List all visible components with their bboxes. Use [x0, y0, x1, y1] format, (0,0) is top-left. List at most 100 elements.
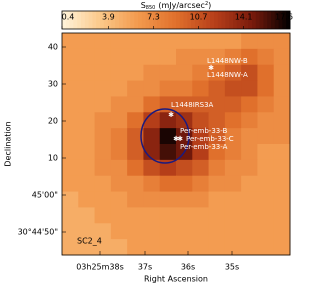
pixel: [224, 159, 242, 177]
pixel: [127, 175, 144, 193]
colorbar-band: [206, 11, 211, 29]
image: [62, 33, 291, 256]
colorbar-band: [130, 11, 135, 29]
pixel: [110, 112, 128, 129]
pixel: [110, 144, 128, 161]
pixel: [273, 64, 291, 82]
pixel: [78, 239, 96, 256]
pixel: [176, 64, 193, 82]
pixel: [241, 144, 258, 161]
pixel: [208, 223, 226, 240]
pixel: [257, 191, 275, 208]
pixel: [257, 175, 275, 193]
colorbar-tick-label: 14.1: [235, 13, 253, 22]
pixel: [143, 159, 161, 177]
pixel: [110, 80, 128, 97]
colorbar-band: [191, 11, 196, 29]
pixel: [224, 112, 242, 129]
colorbar-band: [244, 11, 249, 29]
pixel: [208, 48, 226, 66]
pixel: [78, 191, 96, 208]
colorbar-band: [164, 11, 169, 29]
pixel: [176, 207, 193, 224]
pixel: [127, 223, 144, 240]
y-tick-label: 40: [48, 43, 58, 52]
label-sup: 2: [205, 1, 208, 7]
colorbar-band: [92, 11, 97, 29]
x-tick-label: 36s: [181, 263, 195, 272]
pixel: [176, 48, 193, 66]
pixel: [78, 175, 96, 193]
annotation: Per-emb-33-B: [180, 127, 228, 135]
pixel: [62, 207, 79, 224]
pixel: [257, 239, 275, 256]
colorbar-band: [214, 11, 219, 29]
pixel: [192, 64, 210, 82]
annotation: L1448NW-B: [207, 57, 248, 65]
colorbar-band: [278, 11, 283, 29]
pixel: [110, 128, 128, 145]
pixel: [62, 80, 79, 97]
pixel: [159, 159, 177, 177]
pixel: [257, 48, 275, 66]
colorbar: 0.4 3.9 7.3 10.7 14.1 17.6: [61, 10, 293, 30]
pixel: [241, 80, 258, 97]
pixel: [94, 64, 112, 82]
pixel: [273, 207, 291, 224]
pixel: [241, 191, 258, 208]
pixel: [110, 159, 128, 177]
colorbar-band: [134, 11, 139, 29]
x-axis-title: Right Ascension: [144, 275, 208, 284]
colorbar-band: [286, 11, 291, 29]
pixel: [208, 207, 226, 224]
pixel: [62, 144, 79, 161]
colorbar-band: [229, 11, 234, 29]
star: ✱: [168, 111, 174, 119]
pixel: [273, 144, 291, 161]
colorbar-band: [195, 11, 200, 29]
colorbar-band: [138, 11, 143, 29]
pixel: [241, 159, 258, 177]
pixel: [273, 48, 291, 66]
pixel: [208, 159, 226, 177]
pixel: [224, 33, 242, 50]
pixel: [143, 33, 161, 50]
pixel: [241, 33, 258, 50]
colorbar-band: [77, 11, 82, 29]
pixel: [159, 80, 177, 97]
annotation: Per-emb-33-A: [180, 143, 228, 151]
colorbar-band: [172, 11, 177, 29]
pixel: [257, 223, 275, 240]
pixel: [110, 239, 128, 256]
colorbar-band: [221, 11, 226, 29]
pixel: [110, 48, 128, 66]
pixel: [224, 48, 242, 66]
pixel: [241, 175, 258, 193]
pixel: [224, 191, 242, 208]
pixel: [273, 96, 291, 113]
pixel: [159, 112, 177, 129]
pixel: [273, 80, 291, 97]
pixel: [224, 239, 242, 256]
colorbar-tick-label: 17.6: [275, 13, 293, 22]
pixel: [143, 191, 161, 208]
pixel: [78, 128, 96, 145]
pixel: [94, 128, 112, 145]
pixel: [127, 112, 144, 129]
colorbar-band: [111, 11, 116, 29]
colorbar-band: [96, 11, 101, 29]
y-tick-label: 45'00": [32, 191, 58, 200]
pixel: [208, 239, 226, 256]
x-tick-label: 35s: [225, 263, 239, 272]
y-tick-label: 10: [48, 154, 58, 163]
colorbar-band: [65, 11, 71, 29]
pixel: [257, 33, 275, 50]
star: ✱: [173, 135, 179, 143]
colorbar-band: [126, 11, 131, 29]
colorbar-frame: [61, 10, 291, 30]
pixel: [62, 191, 79, 208]
pixel: [176, 96, 193, 113]
pixel: [62, 64, 79, 82]
pixel: [257, 128, 275, 145]
pixel: [143, 239, 161, 256]
